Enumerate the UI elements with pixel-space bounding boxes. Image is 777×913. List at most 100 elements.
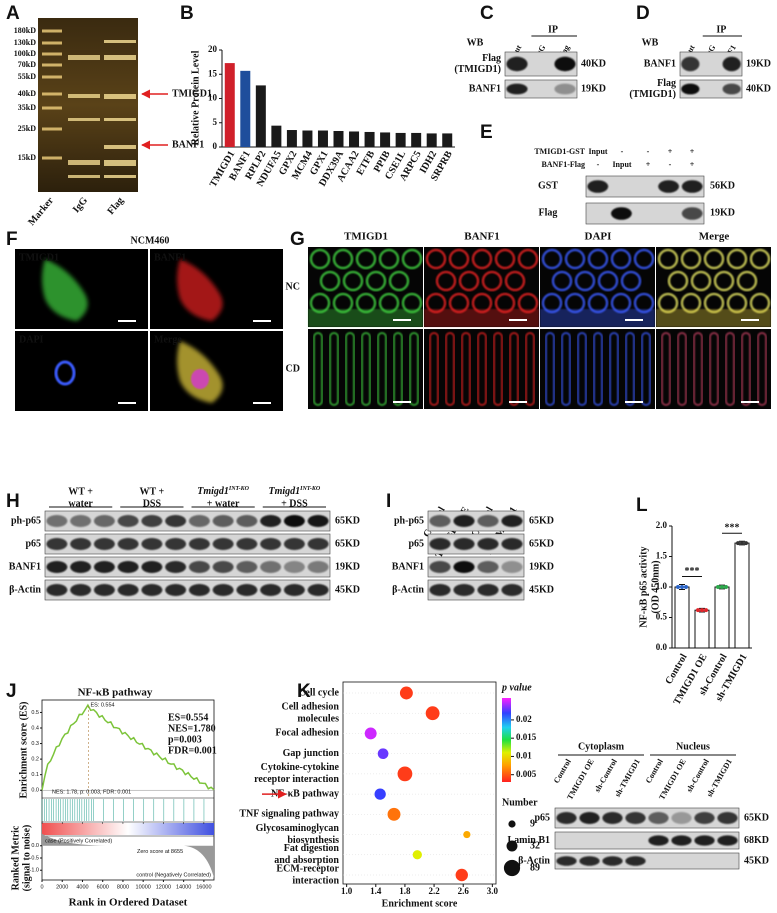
lane-label: Control [644,757,665,785]
crypt [667,270,689,292]
crypt [564,248,586,270]
ip-label: IP [716,24,726,35]
condition-label: TMIGD1-GST [534,147,585,156]
size-label: 65KD [529,538,554,549]
blot-band [579,812,600,824]
x-tick-label: 16000 [196,884,211,890]
blot-band [46,515,68,527]
crypt [401,248,423,270]
blot-band [165,584,187,596]
blot-band [717,835,738,846]
crypt [393,332,403,406]
x-tick-label: 0 [40,884,43,890]
crypt [319,270,341,292]
crypt [493,332,503,406]
blot-band [70,561,92,573]
gel-band [68,118,100,121]
crypt [425,248,447,270]
significance-label: *** [725,523,740,534]
bar [694,609,710,649]
y-tick-label: 0.5 [656,612,668,622]
dot [412,850,422,860]
blot-band [625,856,646,866]
micrograph [15,331,148,411]
crypt [641,332,651,406]
image-title: NCM460 [131,235,170,246]
legend-tick-label: 0.015 [516,732,537,742]
crypt [504,270,526,292]
blot-membrane [679,79,743,99]
bar [255,85,266,147]
blot-band [236,538,258,550]
blot-band [283,538,305,550]
gel-band [68,160,100,165]
crypt [587,248,609,270]
cell [177,259,223,321]
blot-band [477,561,499,573]
category-label: receptor interaction [254,774,339,785]
blot-band [429,584,451,596]
bar [442,133,453,147]
inner-text: ES: 0.554 [90,702,114,708]
x-tick-label: 3.0 [487,886,499,896]
marker-label: 40kD [18,89,36,98]
condition-cell: - [621,147,624,156]
size-label: 45KD [335,584,360,595]
panel-letter: A [6,3,20,24]
blot-band [587,180,609,193]
blot-band [453,515,475,527]
blot-membrane [554,807,740,829]
legend-title: Number [502,797,538,808]
y-tick-label: 0.0 [31,843,39,849]
legend-dot [503,859,521,877]
group-label: Cytoplasm [578,741,625,752]
blot-membrane [504,79,578,99]
y-tick-label: 0.0 [656,642,668,652]
size-label: 45KD [529,584,554,595]
bar [224,63,235,147]
colorbar [502,698,511,782]
gel-band [104,145,136,149]
gsea-stat: p=0.003 [168,734,202,745]
crypt [377,332,387,406]
panel-letter: H [6,491,20,512]
blot-band [648,835,669,846]
dot [374,788,386,800]
lane-label: IgG [71,195,90,215]
row-label: β-Actin [9,584,41,595]
crypt [409,332,419,406]
blot-band [46,561,68,573]
row-label: BANF1 [9,561,41,572]
gel-band [42,127,62,131]
y-tick-label: 1.0 [656,581,668,591]
category-label: biosynthesis [287,835,339,846]
blot-band [429,561,451,573]
y-axis-label: NF-κB p65 activity [638,546,649,627]
group-label: Nucleus [676,741,710,752]
row-label: β-Actin [518,855,550,866]
category-label: NF-κB pathway [271,788,339,799]
data-point [720,585,724,589]
blot-band [506,83,528,95]
crypt [435,270,457,292]
blot-band [501,561,523,573]
blot-band [717,812,738,824]
crypt [477,332,487,406]
gsea-stat: NES=1.780 [168,723,216,734]
dot [399,686,413,700]
blot-band [307,584,329,596]
crypt [361,332,371,406]
gel-band [42,63,62,67]
channel-label: Merge [154,334,182,345]
blot-band [556,856,577,866]
y-tick-label: 0.5 [31,710,39,716]
condition-cell: + [690,160,695,169]
blot-membrane [554,852,740,870]
gsea-stat: FDR=0.001 [168,745,217,756]
size-label: 40KD [581,58,606,69]
group-label: DSS [143,498,162,509]
arrow-label: TMIGD1 [172,88,212,99]
micrograph [424,329,539,409]
blot-band [579,856,600,866]
group-label: water [68,498,93,509]
